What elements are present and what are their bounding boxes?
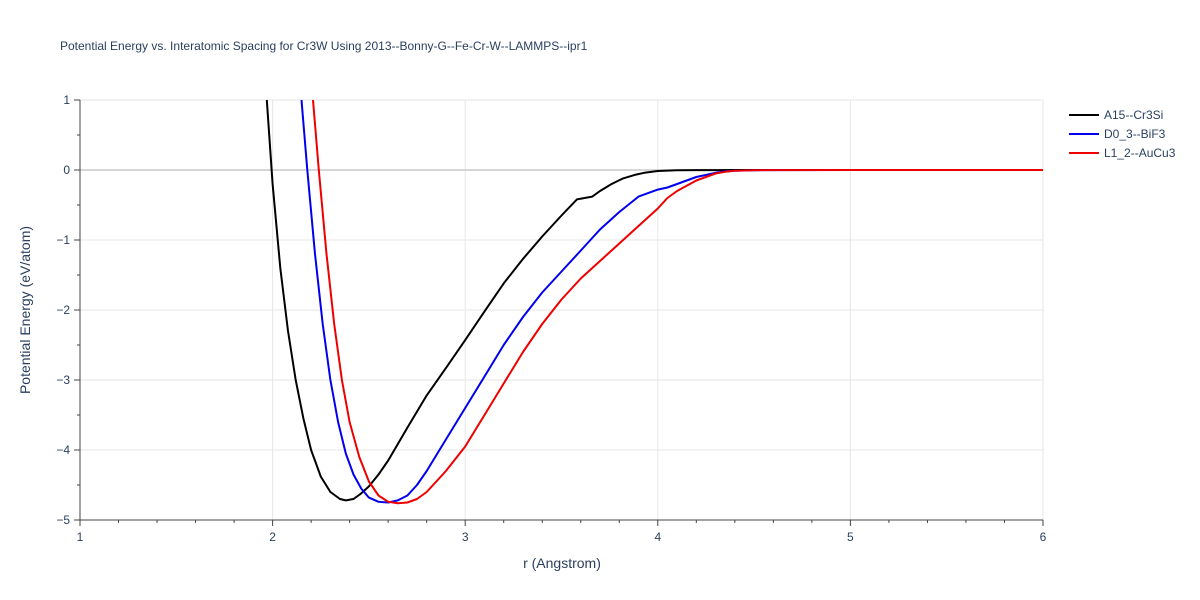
ticks: 1 2 3 4 5 6 1 0 −1 −2 −3 −4 −5 [56,93,1046,544]
legend-item[interactable]: L1_2--AuCu3 [1069,146,1176,160]
series-line-l1-2-aucu3 [312,99,1043,505]
x-tick-label: 3 [462,530,469,544]
legend-label: L1_2--AuCu3 [1104,146,1176,160]
axes [74,99,1044,526]
grid [80,99,1044,520]
legend-label: A15--Cr3Si [1104,108,1163,122]
y-tick-label: −2 [56,303,70,317]
y-tick-label: −3 [56,373,70,387]
y-tick-label: −4 [56,443,70,457]
x-axis-title: r (Angstrom) [523,555,601,571]
y-tick-label: 0 [63,163,70,177]
x-tick-label: 4 [654,530,661,544]
x-tick-label: 5 [847,530,854,544]
y-tick-label: −1 [56,233,70,247]
series-line-d0-3-bif3 [300,99,1043,504]
legend-label: D0_3--BiF3 [1104,127,1166,141]
y-tick-label: −5 [56,513,70,527]
legend[interactable]: A15--Cr3Si D0_3--BiF3 L1_2--AuCu3 [1069,108,1176,160]
x-tick-label: 1 [77,530,84,544]
y-tick-label: 1 [63,93,70,107]
y-axis-title: Potential Energy (eV/atom) [17,226,33,394]
legend-item[interactable]: D0_3--BiF3 [1069,127,1166,141]
chart-title: Potential Energy vs. Interatomic Spacing… [60,39,588,53]
x-tick-label: 6 [1040,530,1047,544]
series-line-a15-cr3si [265,99,1043,502]
x-tick-label: 2 [269,530,276,544]
series-layer [265,99,1043,505]
legend-item[interactable]: A15--Cr3Si [1069,108,1163,122]
